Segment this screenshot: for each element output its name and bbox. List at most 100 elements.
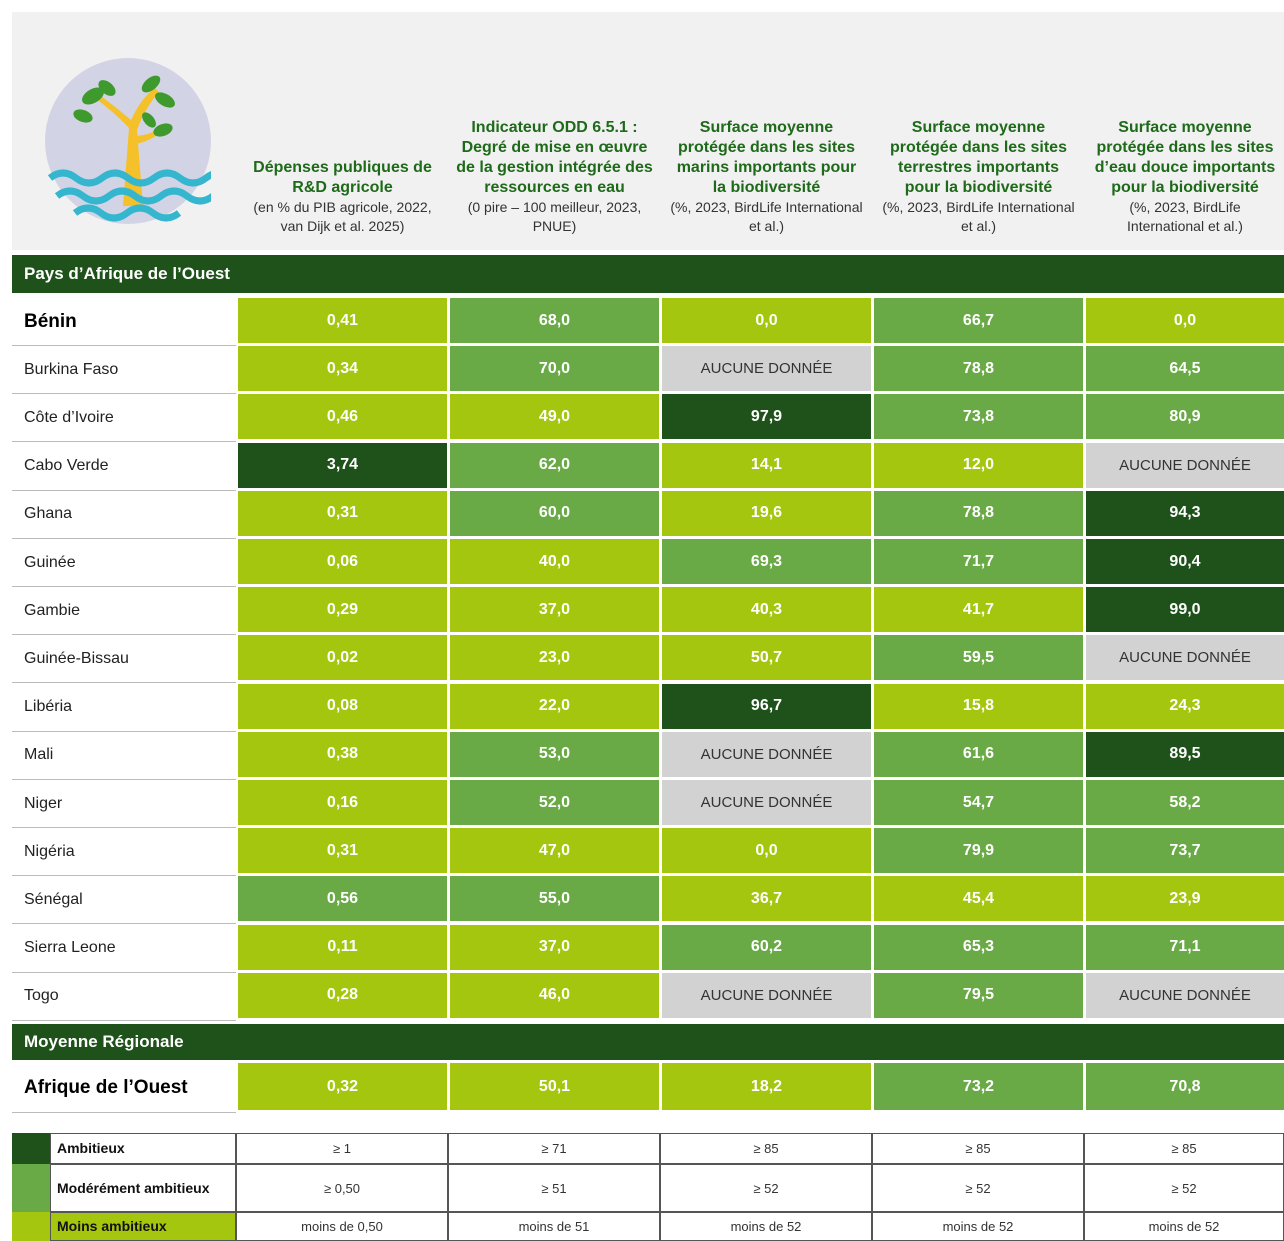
cell: 0,46: [238, 394, 447, 440]
cell: 0,34: [238, 346, 447, 392]
cell: 40,3: [662, 587, 871, 633]
cell: 50,1: [450, 1063, 659, 1110]
cell: 0,32: [238, 1063, 447, 1110]
cell: 90,4: [1086, 539, 1284, 584]
cell: AUCUNE DONNÉE: [1086, 972, 1284, 1018]
cell: 40,0: [450, 539, 659, 584]
cell: 66,7: [874, 298, 1083, 343]
cell: 47,0: [450, 828, 659, 874]
column-title: Indicateur ODD 6.5.1 : Degré de mise en …: [456, 119, 653, 196]
cell: 73,2: [874, 1063, 1083, 1110]
section-header: Moyenne Régionale: [12, 1024, 1284, 1060]
column-title: Dépenses publiques de R&D agricole: [253, 159, 432, 196]
cell: AUCUNE DONNÉE: [662, 346, 871, 392]
row-label: Mali: [12, 732, 236, 780]
cell: 0,41: [238, 298, 447, 343]
cell: 45,4: [874, 876, 1083, 922]
section-header: Pays d’Afrique de l’Ouest: [12, 255, 1284, 293]
cell: 0,0: [662, 298, 871, 343]
cell: 50,7: [662, 635, 871, 681]
cell: 64,5: [1086, 346, 1284, 392]
legend-swatch: [12, 1212, 50, 1241]
cell: AUCUNE DONNÉE: [1086, 635, 1284, 681]
cell: 78,8: [874, 490, 1083, 536]
cell: 36,7: [662, 876, 871, 922]
legend-threshold: moins de 52: [1084, 1212, 1284, 1241]
cell: 0,31: [238, 490, 447, 536]
column-subtitle: (en % du PIB agricole, 2022, van Dijk et…: [253, 199, 432, 234]
column-title: Surface moyenne protégée dans les sites …: [1094, 119, 1276, 196]
legend-threshold: ≥ 1: [236, 1133, 448, 1164]
legend-threshold: moins de 52: [660, 1212, 872, 1241]
cell: 12,0: [874, 442, 1083, 488]
cell: 58,2: [1086, 780, 1284, 825]
cell: 3,74: [238, 442, 447, 488]
cell: 19,6: [662, 490, 871, 536]
icon: [45, 58, 211, 224]
row-label: Togo: [12, 973, 236, 1021]
cell: AUCUNE DONNÉE: [662, 780, 871, 825]
cell: 70,0: [450, 346, 659, 392]
cell: 79,5: [874, 972, 1083, 1018]
cell: 55,0: [450, 876, 659, 922]
cell: 0,08: [238, 683, 447, 729]
cell: 60,0: [450, 490, 659, 536]
column-title: Surface moyenne protégée dans les sites …: [676, 119, 857, 196]
cell: AUCUNE DONNÉE: [662, 731, 871, 777]
legend-threshold: ≥ 71: [448, 1133, 660, 1164]
row-label: Ghana: [12, 491, 236, 539]
cell: 24,3: [1086, 683, 1284, 729]
cell: 14,1: [662, 442, 871, 488]
cell: 68,0: [450, 298, 659, 343]
cell: 0,28: [238, 972, 447, 1018]
legend-threshold: moins de 51: [448, 1212, 660, 1241]
cell: AUCUNE DONNÉE: [662, 972, 871, 1018]
cell: 71,1: [1086, 924, 1284, 970]
row-label: Afrique de l’Ouest: [12, 1063, 236, 1113]
cell: 0,56: [238, 876, 447, 922]
cell: 69,3: [662, 539, 871, 584]
cell: 37,0: [450, 924, 659, 970]
column-header: Surface moyenne protégée dans les sites …: [662, 12, 871, 250]
row-label: Bénin: [12, 298, 236, 346]
column-subtitle: (%, 2023, BirdLife International et al.): [670, 199, 863, 234]
row-label: Nigéria: [12, 828, 236, 877]
cell: 49,0: [450, 394, 659, 440]
cell: 41,7: [874, 587, 1083, 633]
row-label: Côte d’Ivoire: [12, 394, 236, 443]
legend-threshold: ≥ 85: [872, 1133, 1084, 1164]
cell: 0,02: [238, 635, 447, 681]
cell: 0,11: [238, 924, 447, 970]
cell: AUCUNE DONNÉE: [1086, 442, 1284, 488]
cell: 96,7: [662, 683, 871, 729]
row-label: Niger: [12, 780, 236, 828]
legend-threshold: ≥ 52: [660, 1164, 872, 1212]
cell: 15,8: [874, 683, 1083, 729]
row-label: Cabo Verde: [12, 443, 236, 491]
cell: 54,7: [874, 780, 1083, 825]
column-header: Surface moyenne protégée dans les sites …: [1086, 12, 1284, 250]
cell: 59,5: [874, 635, 1083, 681]
cell: 0,38: [238, 731, 447, 777]
column-title: Surface moyenne protégée dans les sites …: [890, 119, 1067, 196]
header-bg: [12, 12, 1284, 250]
legend-label: Modérément ambitieux: [50, 1164, 236, 1212]
cell: 52,0: [450, 780, 659, 825]
legend-label: Moins ambitieux: [50, 1212, 236, 1241]
cell: 79,9: [874, 828, 1083, 874]
cell: 89,5: [1086, 731, 1284, 777]
cell: 70,8: [1086, 1063, 1284, 1110]
column-subtitle: (%, 2023, BirdLife International et al.): [882, 199, 1075, 234]
cell: 60,2: [662, 924, 871, 970]
legend-threshold: ≥ 85: [660, 1133, 872, 1164]
column-header: Surface moyenne protégée dans les sites …: [874, 12, 1083, 250]
row-label: Guinée-Bissau: [12, 635, 236, 684]
cell: 97,9: [662, 394, 871, 440]
legend-threshold: ≥ 52: [1084, 1164, 1284, 1212]
row-label: Libéria: [12, 684, 236, 732]
cell: 62,0: [450, 442, 659, 488]
cell: 0,0: [662, 828, 871, 874]
cell: 78,8: [874, 346, 1083, 392]
legend-label: Ambitieux: [50, 1133, 236, 1164]
